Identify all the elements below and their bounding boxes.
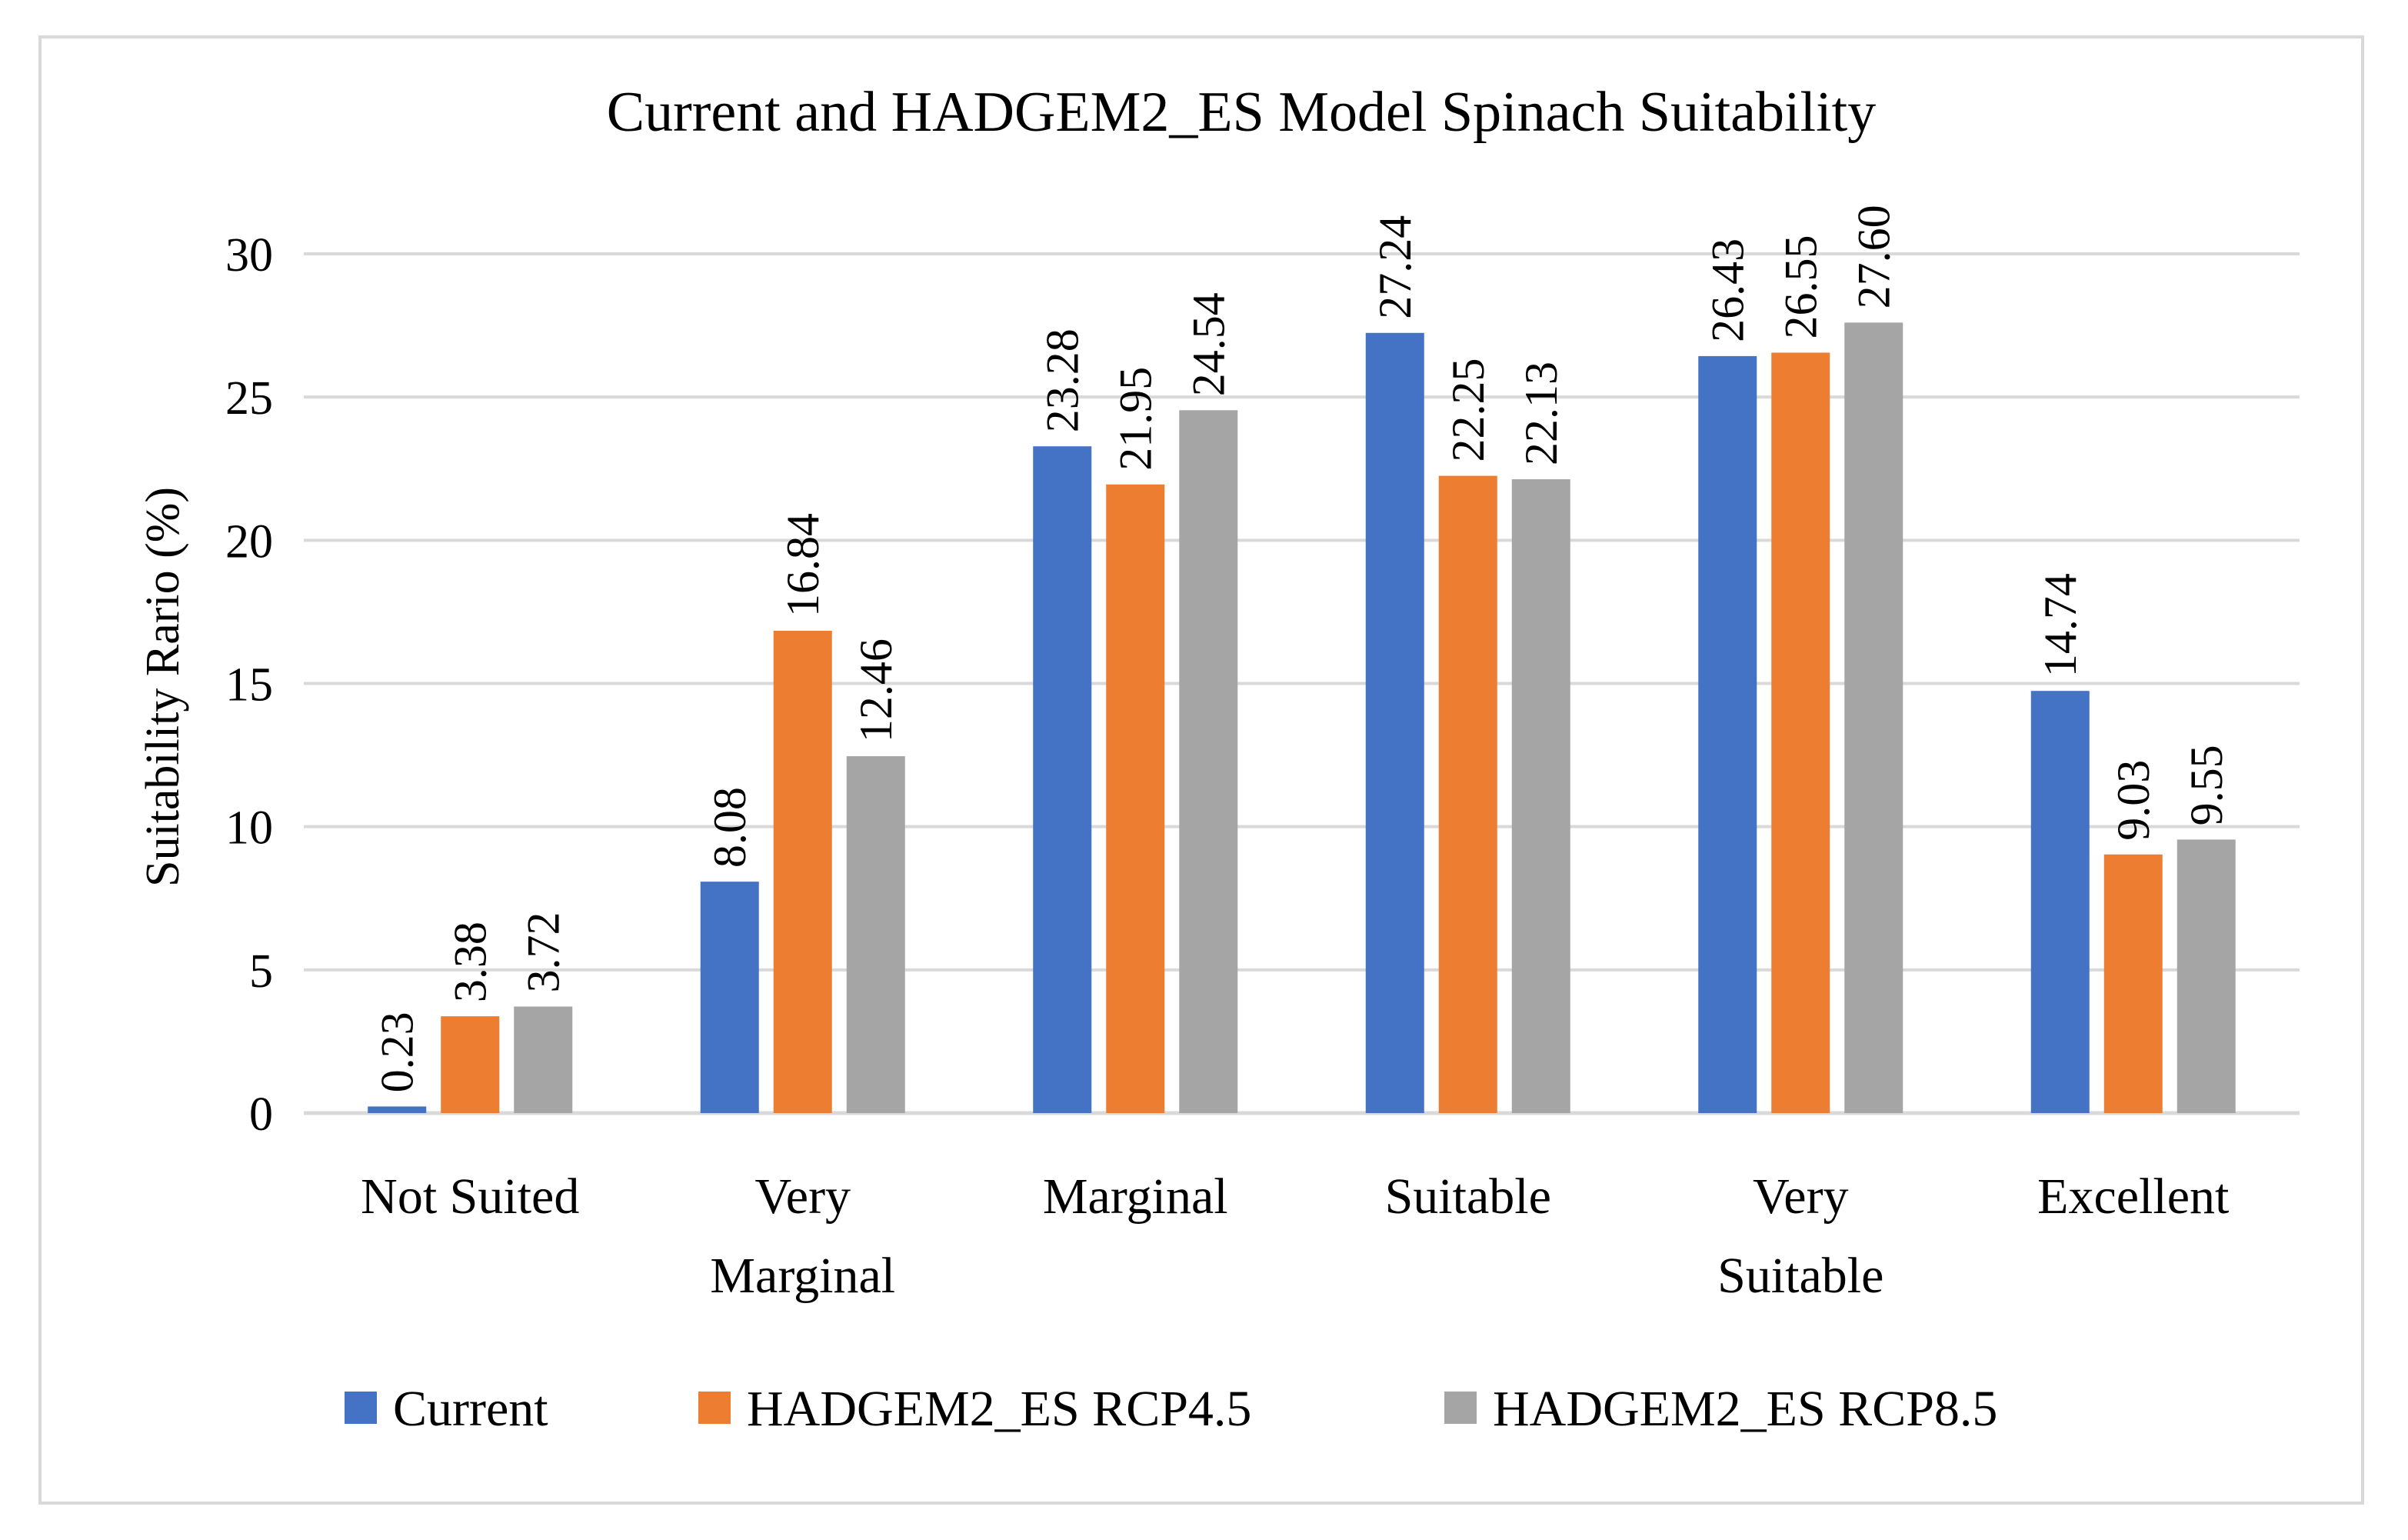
data-label: 9.03: [2108, 760, 2159, 841]
bar: [700, 882, 759, 1113]
legend: Current HADGEM2_ES RCP4.5 HADGEM2_ES RCP8.…: [345, 1381, 1997, 1437]
bar: [368, 1106, 427, 1113]
legend-label: HADGEM2_ES RCP8.5: [1493, 1381, 1997, 1437]
data-label: 16.84: [778, 513, 828, 617]
data-label: 22.25: [1443, 358, 1494, 462]
bar: [2030, 691, 2090, 1113]
data-label: 0.23: [371, 1012, 422, 1092]
x-tick-label: Suitable: [1385, 1168, 1551, 1225]
data-label: 22.13: [1516, 362, 1567, 465]
bar: [1844, 322, 1903, 1113]
y-tick-label: 20: [225, 515, 273, 568]
data-label: 3.38: [445, 922, 495, 1002]
x-tick-label: Suitable: [1717, 1248, 1883, 1304]
data-label: 14.74: [2035, 573, 2086, 677]
legend-label: HADGEM2_ES RCP4.5: [747, 1381, 1251, 1437]
x-tick-label: Very: [1753, 1168, 1849, 1225]
data-label: 24.54: [1183, 292, 1234, 396]
y-tick-label: 10: [225, 802, 273, 855]
bar: [1771, 352, 1830, 1114]
bar: [2103, 854, 2163, 1113]
data-label: 9.55: [2181, 745, 2232, 825]
y-axis-label: Suitability Rario (%): [137, 487, 189, 887]
legend-swatch: [345, 1392, 377, 1424]
bar: [1698, 355, 1757, 1114]
data-label: 27.24: [1370, 215, 1420, 319]
x-tick-label: Very: [754, 1168, 851, 1225]
bar: [2177, 839, 2236, 1113]
axis-ticks: 0 5 10 15 20 25 30 Not Suited Very Marginal Margin…: [225, 229, 2229, 1304]
bar: [773, 630, 832, 1113]
legend-swatch: [698, 1392, 731, 1424]
bar: [1511, 479, 1570, 1113]
data-label: 21.95: [1110, 367, 1161, 471]
y-tick-label: 0: [249, 1088, 273, 1141]
bar: [1033, 446, 1092, 1113]
bar: [846, 756, 905, 1113]
x-tick-label: Marginal: [1043, 1168, 1228, 1225]
data-label: 12.46: [851, 638, 901, 742]
bar: [1179, 410, 1238, 1113]
legend-label: Current: [393, 1381, 548, 1437]
bar: [514, 1006, 573, 1113]
y-tick-label: 15: [225, 659, 273, 712]
data-label: 3.72: [518, 912, 568, 992]
data-label: 23.28: [1037, 328, 1087, 432]
bar: [1438, 475, 1497, 1113]
chart-title: Current and HADGEM2_ES Model Spinach Sui…: [607, 81, 1876, 144]
bar: [441, 1016, 500, 1113]
y-tick-label: 5: [249, 945, 273, 998]
data-labels: 0.23 3.38 3.72 8.08 16.84 12.46 23.28 21.95 24.5…: [371, 205, 2232, 1092]
data-label: 26.55: [1775, 235, 1826, 338]
bar: [1106, 484, 1165, 1113]
y-tick-label: 30: [225, 229, 273, 282]
data-label: 27.60: [1848, 205, 1899, 308]
x-tick-label: Marginal: [710, 1248, 895, 1304]
legend-swatch: [1444, 1392, 1477, 1424]
data-label: 8.08: [704, 787, 755, 868]
gridlines: [304, 252, 2300, 1115]
bars: [368, 322, 2236, 1114]
x-tick-label: Not Suited: [361, 1168, 579, 1225]
y-tick-label: 25: [225, 372, 273, 425]
x-tick-label: Excellent: [2037, 1168, 2229, 1225]
bar: [1365, 332, 1424, 1113]
data-label: 26.43: [1702, 238, 1753, 342]
